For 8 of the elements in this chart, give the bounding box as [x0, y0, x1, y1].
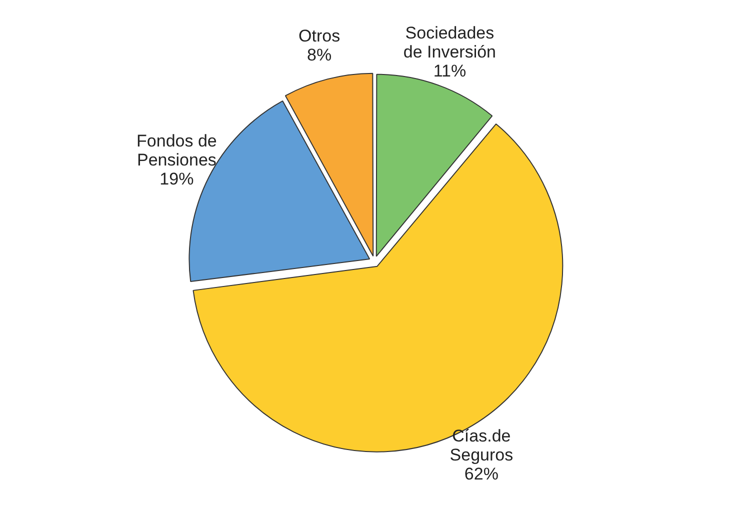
slice-label: Otros — [298, 26, 340, 46]
data-label: 19% — [160, 169, 194, 188]
data-label: 11% — [433, 61, 466, 80]
slice-label: Sociedades de Inversión — [403, 23, 496, 62]
data-label: 62% — [464, 464, 498, 484]
slice-label: Cías.de Seguros — [450, 426, 514, 465]
data-label: 8% — [307, 46, 332, 65]
slice-label: Fondos de Pensiones — [136, 131, 217, 170]
